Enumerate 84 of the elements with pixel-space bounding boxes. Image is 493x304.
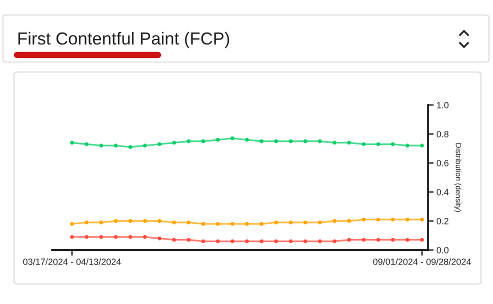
point	[142, 219, 147, 223]
y2-tick-label: 0.6	[436, 160, 448, 166]
point	[128, 145, 132, 149]
point	[376, 218, 380, 222]
point	[128, 219, 132, 223]
point	[420, 238, 424, 242]
point	[376, 142, 380, 146]
point	[332, 140, 336, 145]
point	[405, 144, 410, 148]
point	[347, 238, 352, 242]
point	[128, 235, 132, 239]
x-tick-label: 03/17/2024 - 04/13/2024	[23, 258, 121, 265]
point	[274, 139, 278, 144]
point	[362, 142, 366, 146]
point	[274, 239, 278, 244]
point	[288, 239, 293, 244]
point	[245, 239, 249, 244]
point	[70, 140, 74, 145]
point	[99, 235, 104, 239]
y2-tick-label: 0.0	[436, 246, 449, 254]
y2-tick-label: 0.2	[436, 218, 448, 224]
point	[303, 239, 308, 244]
point	[390, 218, 395, 222]
point	[288, 220, 293, 224]
point	[347, 140, 352, 145]
point	[362, 218, 366, 222]
point	[172, 238, 176, 242]
point	[216, 222, 220, 226]
point	[158, 236, 162, 240]
point	[230, 222, 234, 226]
point	[318, 220, 322, 224]
point	[390, 142, 395, 146]
point	[114, 144, 118, 148]
point	[245, 222, 249, 226]
x-tick-label: 09/01/2024 - 09/28/2024	[373, 258, 471, 265]
point	[260, 239, 264, 244]
point	[158, 219, 162, 223]
point	[332, 239, 336, 244]
point	[303, 220, 308, 224]
point	[332, 219, 336, 223]
point	[172, 140, 176, 145]
point	[288, 139, 293, 144]
point	[186, 139, 191, 144]
point	[405, 238, 410, 242]
point	[84, 142, 89, 146]
point	[245, 138, 249, 142]
y2-tick-label: 1.0	[437, 102, 449, 108]
point	[99, 220, 104, 224]
point	[405, 218, 410, 222]
point	[201, 139, 206, 144]
point	[260, 222, 264, 226]
point	[362, 238, 366, 242]
point	[142, 144, 147, 148]
point	[99, 144, 104, 148]
point	[70, 222, 74, 226]
point	[84, 220, 89, 224]
point	[420, 144, 424, 148]
point	[70, 235, 74, 239]
point	[420, 218, 424, 222]
point	[318, 239, 322, 244]
point	[216, 138, 220, 142]
point	[201, 222, 206, 226]
y2-tick-label: 0.8	[436, 130, 448, 138]
y2-tick-label: 0.4	[436, 188, 449, 196]
point	[114, 235, 118, 239]
point	[303, 139, 308, 144]
point	[186, 238, 191, 242]
point	[186, 220, 191, 224]
point	[158, 142, 162, 146]
point	[201, 239, 206, 244]
point	[216, 239, 220, 244]
point	[114, 219, 118, 223]
point	[347, 219, 352, 223]
point	[318, 139, 322, 144]
chart-title: First Contentful Paint (FCP)	[18, 32, 230, 48]
point	[260, 139, 264, 144]
point	[230, 136, 234, 140]
point	[142, 235, 147, 239]
point	[376, 238, 380, 242]
point	[84, 235, 89, 239]
point	[172, 220, 176, 224]
point	[230, 239, 234, 244]
point	[274, 220, 278, 224]
point	[390, 238, 395, 242]
